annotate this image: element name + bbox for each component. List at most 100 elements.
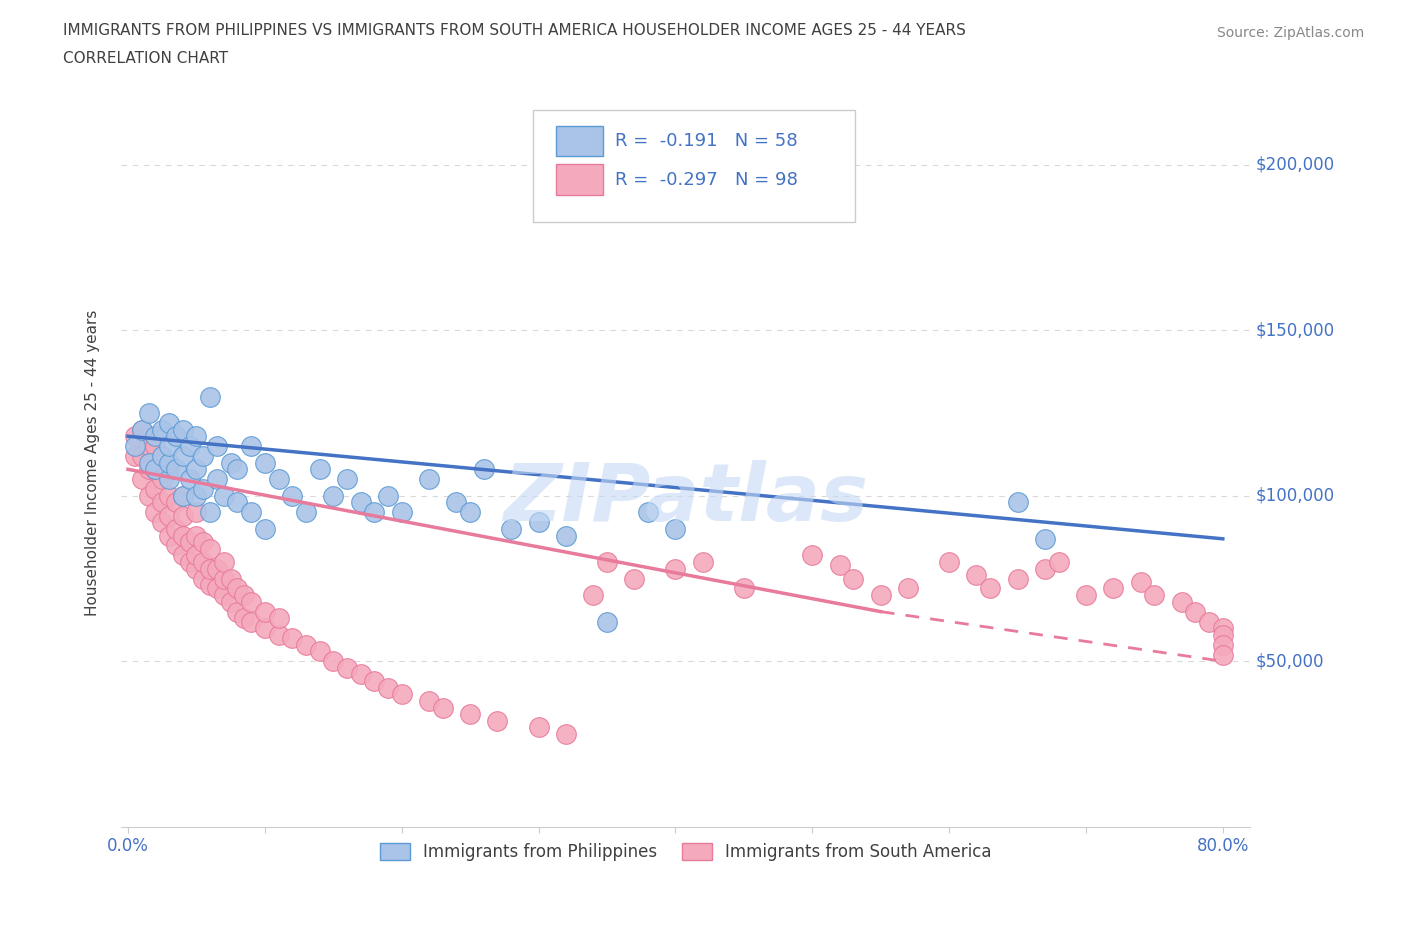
- Point: [172, 448, 194, 463]
- Point: [143, 429, 166, 444]
- Point: [1007, 495, 1029, 510]
- Point: [418, 694, 440, 709]
- Point: [172, 548, 194, 563]
- Point: [801, 548, 824, 563]
- Point: [240, 594, 263, 609]
- Point: [240, 614, 263, 629]
- Point: [131, 422, 153, 437]
- Point: [1047, 554, 1070, 569]
- Point: [150, 495, 173, 510]
- Point: [186, 462, 208, 477]
- Point: [179, 439, 201, 454]
- Text: IMMIGRANTS FROM PHILIPPINES VS IMMIGRANTS FROM SOUTH AMERICA HOUSEHOLDER INCOME : IMMIGRANTS FROM PHILIPPINES VS IMMIGRANT…: [63, 23, 966, 38]
- Point: [554, 726, 576, 741]
- Point: [150, 448, 173, 463]
- Point: [157, 508, 180, 523]
- Point: [308, 644, 330, 658]
- Point: [1184, 604, 1206, 619]
- Point: [472, 462, 495, 477]
- Point: [165, 462, 187, 477]
- Point: [582, 588, 605, 603]
- Point: [596, 554, 619, 569]
- Point: [157, 439, 180, 454]
- Point: [198, 561, 221, 576]
- Text: $150,000: $150,000: [1256, 322, 1334, 339]
- Point: [869, 588, 891, 603]
- Point: [226, 495, 249, 510]
- Point: [193, 535, 215, 550]
- Point: [165, 522, 187, 537]
- Point: [897, 581, 920, 596]
- Point: [179, 535, 201, 550]
- Legend: Immigrants from Philippines, Immigrants from South America: Immigrants from Philippines, Immigrants …: [371, 834, 1000, 870]
- Y-axis label: Householder Income Ages 25 - 44 years: Householder Income Ages 25 - 44 years: [86, 310, 100, 616]
- Point: [1212, 620, 1234, 635]
- Text: $50,000: $50,000: [1256, 652, 1324, 671]
- Point: [336, 660, 359, 675]
- Point: [527, 720, 550, 735]
- Point: [172, 508, 194, 523]
- Point: [664, 522, 686, 537]
- Point: [212, 571, 235, 586]
- Point: [131, 422, 153, 437]
- Text: R =  -0.191   N = 58: R = -0.191 N = 58: [614, 132, 797, 150]
- Point: [179, 554, 201, 569]
- Point: [172, 488, 194, 503]
- Point: [966, 568, 988, 583]
- Point: [205, 581, 228, 596]
- Point: [157, 528, 180, 543]
- Point: [1143, 588, 1166, 603]
- Point: [554, 528, 576, 543]
- Point: [1171, 594, 1194, 609]
- Point: [226, 581, 249, 596]
- Point: [193, 448, 215, 463]
- Point: [828, 558, 851, 573]
- Point: [281, 488, 304, 503]
- Point: [1212, 647, 1234, 662]
- Point: [349, 667, 371, 682]
- Point: [172, 488, 194, 503]
- Point: [179, 472, 201, 486]
- Point: [186, 505, 208, 520]
- Point: [198, 505, 221, 520]
- Point: [1007, 571, 1029, 586]
- Point: [692, 554, 714, 569]
- Point: [281, 631, 304, 645]
- Point: [186, 561, 208, 576]
- Point: [322, 488, 344, 503]
- Point: [1198, 614, 1220, 629]
- Point: [240, 439, 263, 454]
- Point: [486, 713, 509, 728]
- Point: [446, 495, 468, 510]
- Point: [308, 462, 330, 477]
- Point: [295, 505, 318, 520]
- Point: [1129, 575, 1152, 590]
- Point: [219, 571, 242, 586]
- Point: [637, 505, 659, 520]
- Point: [143, 439, 166, 454]
- Point: [212, 588, 235, 603]
- Point: [193, 482, 215, 497]
- Point: [253, 456, 276, 471]
- Point: [377, 680, 399, 695]
- Text: Source: ZipAtlas.com: Source: ZipAtlas.com: [1216, 26, 1364, 40]
- Point: [1102, 581, 1125, 596]
- Point: [295, 637, 318, 652]
- Point: [138, 439, 160, 454]
- FancyBboxPatch shape: [555, 126, 603, 156]
- Point: [391, 687, 413, 702]
- Point: [349, 495, 371, 510]
- Point: [198, 541, 221, 556]
- Point: [432, 700, 454, 715]
- Point: [165, 495, 187, 510]
- Point: [219, 594, 242, 609]
- Point: [1212, 628, 1234, 643]
- Point: [322, 654, 344, 669]
- Point: [143, 462, 166, 477]
- Point: [157, 472, 180, 486]
- Text: R =  -0.297   N = 98: R = -0.297 N = 98: [614, 170, 797, 189]
- Point: [336, 472, 359, 486]
- Point: [138, 462, 160, 477]
- FancyBboxPatch shape: [533, 110, 855, 222]
- Point: [157, 456, 180, 471]
